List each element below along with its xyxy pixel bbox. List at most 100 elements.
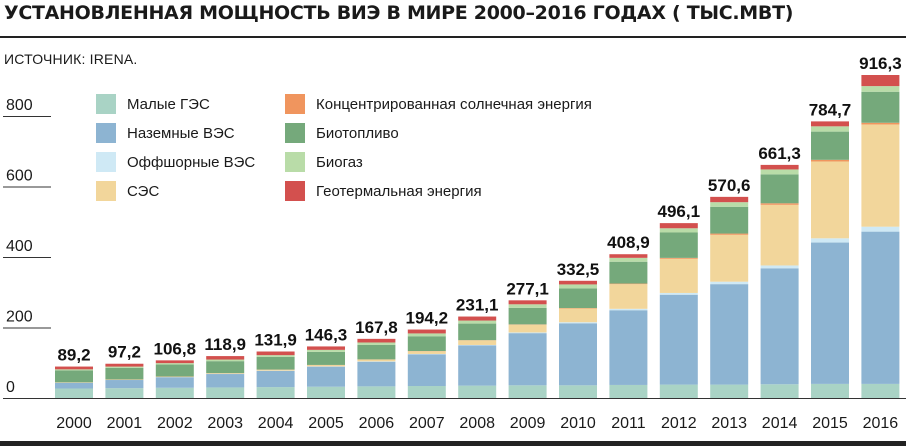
bar-segment-2015-3 bbox=[811, 238, 849, 243]
bar-segment-2011-2 bbox=[609, 310, 648, 385]
x-tick-label: 2005 bbox=[308, 415, 344, 432]
bar-segment-2012-5 bbox=[659, 257, 698, 259]
bar-segment-2016-5 bbox=[861, 122, 900, 125]
x-tick-label: 2013 bbox=[711, 415, 747, 432]
bar-segment-2005-8 bbox=[307, 346, 345, 350]
legend-swatch-biogas bbox=[285, 152, 305, 172]
bar-segment-2012-3 bbox=[659, 292, 698, 295]
bar-segment-2016-1 bbox=[861, 383, 900, 398]
x-tick-label: 2016 bbox=[863, 415, 899, 432]
bar-segment-2016-6 bbox=[861, 91, 900, 123]
bar-segment-2016-2 bbox=[861, 231, 900, 384]
bar-segment-2013-3 bbox=[710, 281, 749, 285]
bar-segment-2008-3 bbox=[458, 344, 497, 346]
bar-segment-2008-8 bbox=[458, 316, 497, 321]
bar-segment-2010-7 bbox=[559, 284, 597, 289]
legend-swatch-small-hydro bbox=[96, 94, 116, 114]
y-tick-label: 0 bbox=[6, 379, 15, 396]
bar-total-label: 89,2 bbox=[57, 346, 90, 365]
bar-segment-2006-8 bbox=[357, 338, 396, 343]
bar-segment-2001-1 bbox=[105, 388, 144, 398]
bar-segment-2015-5 bbox=[811, 159, 849, 162]
bar-segment-2003-2 bbox=[206, 374, 245, 388]
bar-segment-2015-4 bbox=[811, 161, 849, 239]
bar-segment-2013-7 bbox=[710, 202, 749, 207]
legend-label-small-hydro: Малые ГЭС bbox=[127, 95, 210, 113]
legend-swatch-geothermal bbox=[285, 181, 305, 201]
bar-segment-2006-1 bbox=[357, 386, 396, 398]
bar-total-label: 231,1 bbox=[456, 296, 499, 315]
x-tick-label: 2007 bbox=[409, 415, 445, 432]
bar-segment-2008-6 bbox=[458, 323, 497, 341]
bar-segment-2000-7 bbox=[55, 369, 93, 371]
bar-segment-2011-8 bbox=[609, 254, 648, 258]
source-note: ИСТОЧНИК: IRENA. bbox=[4, 51, 138, 67]
legend-item-solar-pv: СЭС bbox=[96, 181, 159, 201]
x-tick-label: 2000 bbox=[56, 415, 92, 432]
bar-segment-2013-8 bbox=[710, 196, 749, 203]
bar-total-label: 194,2 bbox=[406, 309, 449, 328]
bar-segment-2014-2 bbox=[760, 268, 799, 385]
legend-swatch-csp bbox=[285, 94, 305, 114]
bar-segment-2014-4 bbox=[760, 204, 799, 266]
bar-segment-2003-4 bbox=[206, 373, 245, 374]
legend-label-biofuel: Биотопливо bbox=[316, 124, 399, 142]
bar-segment-2010-2 bbox=[559, 323, 597, 386]
bar-segment-2003-8 bbox=[206, 356, 245, 360]
bar-segment-2015-2 bbox=[811, 242, 849, 384]
bar-total-label: 131,9 bbox=[254, 331, 297, 350]
bar-segment-2003-1 bbox=[206, 387, 245, 398]
bar-total-label: 784,7 bbox=[809, 100, 852, 119]
bar-segment-2012-7 bbox=[659, 228, 698, 233]
bar-total-label: 570,6 bbox=[708, 176, 751, 195]
x-tick-label: 2015 bbox=[812, 415, 848, 432]
bar-segment-2001-2 bbox=[105, 380, 144, 389]
bar-segment-2001-7 bbox=[105, 366, 144, 368]
bar-segment-2016-7 bbox=[861, 86, 900, 92]
bar-segment-2004-7 bbox=[256, 355, 295, 357]
x-tick-label: 2010 bbox=[560, 415, 596, 432]
bar-segment-2002-8 bbox=[155, 360, 194, 364]
bar-total-label: 97,2 bbox=[108, 343, 141, 362]
bar-segment-2004-1 bbox=[256, 387, 295, 398]
legend-label-geothermal: Геотермальная энергия bbox=[316, 182, 482, 200]
chart-title: УСТАНОВЛЕННАЯ МОЩНОСТЬ ВИЭ В МИРЕ 2000–2… bbox=[4, 2, 794, 24]
bar-segment-2006-2 bbox=[357, 361, 396, 387]
bar-segment-2008-2 bbox=[458, 345, 497, 386]
bar-segment-2011-7 bbox=[609, 257, 648, 262]
legend-label-offshore-wind: Оффшорные ВЭС bbox=[127, 153, 256, 171]
bar-segment-2008-7 bbox=[458, 320, 497, 324]
legend-item-geothermal: Геотермальная энергия bbox=[285, 181, 482, 201]
bar-segment-2006-7 bbox=[357, 342, 396, 345]
bar-segment-2011-1 bbox=[609, 384, 648, 398]
y-tick-label: 400 bbox=[6, 238, 33, 255]
bar-segment-2016-4 bbox=[861, 124, 900, 227]
x-tick-label: 2001 bbox=[107, 415, 143, 432]
x-tick-label: 2006 bbox=[359, 415, 395, 432]
legend-item-onshore-wind: Наземные ВЭС bbox=[96, 123, 235, 143]
legend-swatch-offshore-wind bbox=[96, 152, 116, 172]
bar-segment-2013-1 bbox=[710, 384, 749, 398]
bar-segment-2005-7 bbox=[307, 349, 345, 352]
bar-segment-2015-6 bbox=[811, 131, 849, 160]
bar-segment-2012-6 bbox=[659, 232, 698, 258]
bar-segment-2005-6 bbox=[307, 351, 345, 365]
bar-segment-2007-7 bbox=[407, 333, 446, 337]
bar-segment-2002-6 bbox=[155, 364, 194, 377]
bar-total-label: 146,3 bbox=[305, 325, 348, 344]
bar-total-label: 408,9 bbox=[607, 233, 650, 252]
bar-segment-2000-2 bbox=[55, 382, 93, 389]
x-tick-label: 2011 bbox=[611, 415, 646, 432]
bar-segment-2009-1 bbox=[508, 385, 547, 398]
legend-label-solar-pv: СЭС bbox=[127, 182, 160, 200]
bar-segment-2013-5 bbox=[710, 233, 749, 235]
legend-item-offshore-wind: Оффшорные ВЭС bbox=[96, 152, 255, 172]
legend-label-biogas: Биогаз bbox=[316, 153, 363, 171]
bar-total-label: 332,5 bbox=[557, 260, 600, 279]
bar-segment-2011-4 bbox=[609, 284, 648, 309]
bar-total-label: 118,9 bbox=[204, 335, 246, 354]
bar-segment-2016-3 bbox=[861, 226, 900, 232]
bar-segment-2013-2 bbox=[710, 284, 749, 385]
y-tick-label: 200 bbox=[6, 309, 33, 326]
